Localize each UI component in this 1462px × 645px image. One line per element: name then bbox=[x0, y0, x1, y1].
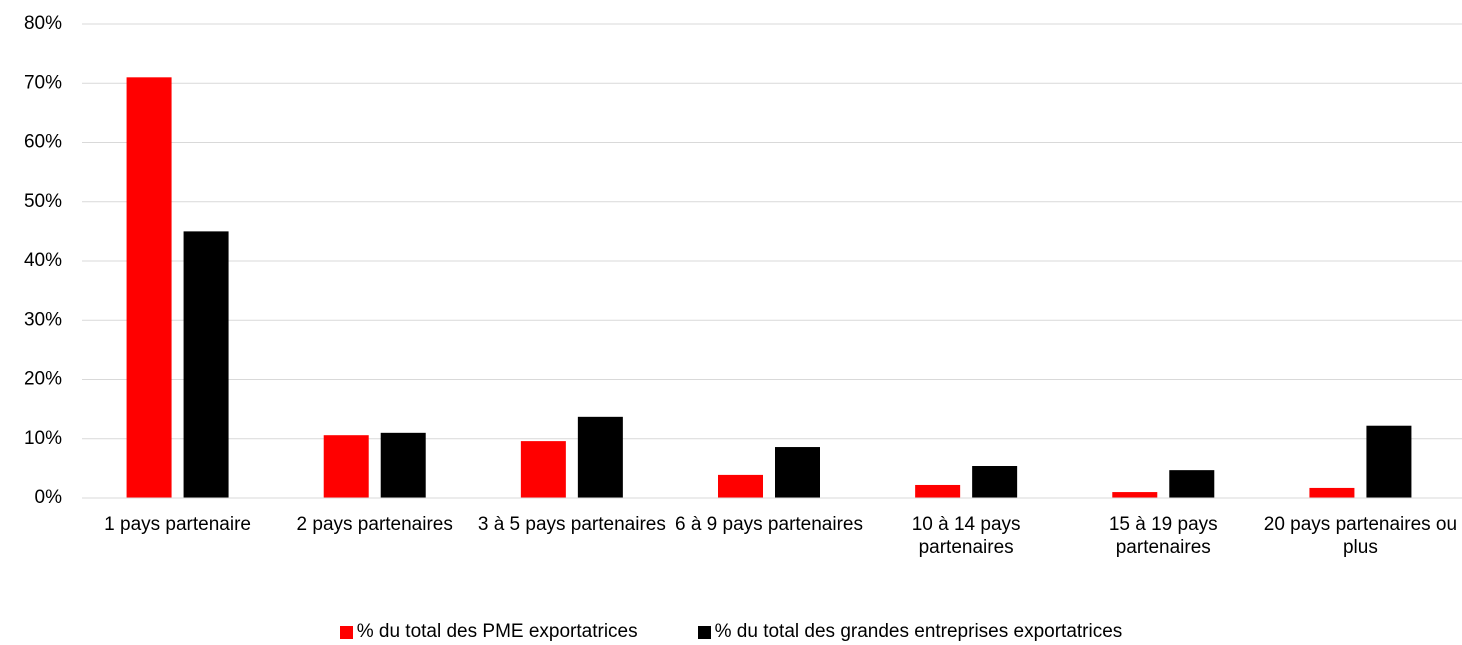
y-tick-label: 50% bbox=[24, 191, 62, 212]
x-tick-label: 15 à 19 pays partenaires bbox=[1108, 514, 1218, 558]
x-tick-label: 2 pays partenaires bbox=[296, 514, 453, 535]
x-tick-label: 6 à 9 pays partenaires bbox=[674, 514, 863, 535]
y-tick-label: 40% bbox=[24, 250, 62, 271]
bar bbox=[126, 77, 172, 498]
bar bbox=[1112, 492, 1158, 498]
y-tick-label: 0% bbox=[35, 487, 63, 508]
y-tick-label: 20% bbox=[24, 369, 62, 390]
y-tick-label: 70% bbox=[24, 72, 62, 93]
bar bbox=[183, 231, 229, 498]
bar bbox=[972, 466, 1018, 498]
bar bbox=[1169, 470, 1215, 498]
legend-item: % du total des PME exportatrices bbox=[339, 621, 638, 643]
legend-item: % du total des grandes entreprises expor… bbox=[697, 621, 1123, 643]
x-tick-label: 1 pays partenaire bbox=[104, 514, 251, 535]
bar bbox=[520, 441, 566, 498]
bar bbox=[380, 432, 426, 498]
bar bbox=[718, 474, 763, 498]
x-tick-label: 20 pays partenaires ou plus bbox=[1263, 514, 1458, 558]
legend: % du total des PME exportatrices % du tot… bbox=[0, 621, 1462, 643]
bar bbox=[915, 484, 961, 498]
bar bbox=[1366, 425, 1412, 498]
legend-label: % du total des grandes entreprises expor… bbox=[714, 621, 1123, 642]
x-tick-label: 10 à 14 pays partenaires bbox=[911, 514, 1021, 558]
bar bbox=[1309, 487, 1355, 498]
y-tick-label: 10% bbox=[24, 428, 62, 449]
bar bbox=[775, 447, 820, 498]
y-tick-label: 80% bbox=[24, 13, 62, 34]
bar bbox=[577, 416, 623, 498]
y-tick-label: 60% bbox=[24, 132, 62, 153]
legend-label: % du total des PME exportatrices bbox=[356, 621, 638, 642]
legend-swatch bbox=[339, 625, 353, 639]
x-tick-label: 3 à 5 pays partenaires bbox=[477, 514, 666, 535]
legend-swatch bbox=[697, 625, 711, 639]
y-tick-label: 30% bbox=[24, 309, 62, 330]
bar bbox=[323, 435, 369, 498]
